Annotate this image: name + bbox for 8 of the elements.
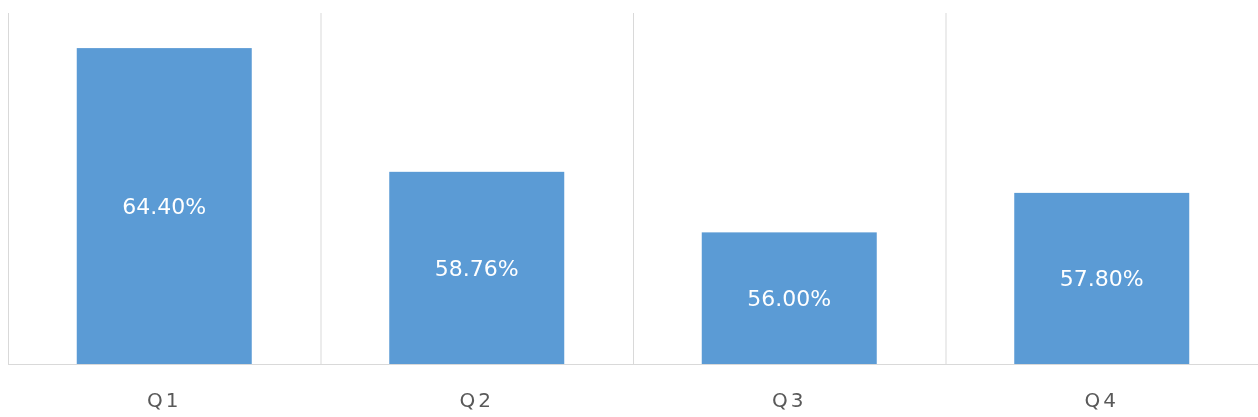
data-label: 56.00% bbox=[747, 286, 832, 312]
x-tick-label: Q4 bbox=[1084, 388, 1119, 412]
data-label: 57.80% bbox=[1059, 266, 1144, 292]
x-tick-label: Q1 bbox=[147, 388, 182, 412]
data-label: 58.76% bbox=[434, 255, 519, 281]
x-tick-label: Q2 bbox=[459, 388, 494, 412]
data-label: 64.40% bbox=[122, 194, 207, 220]
x-tick-label: Q3 bbox=[772, 388, 807, 412]
